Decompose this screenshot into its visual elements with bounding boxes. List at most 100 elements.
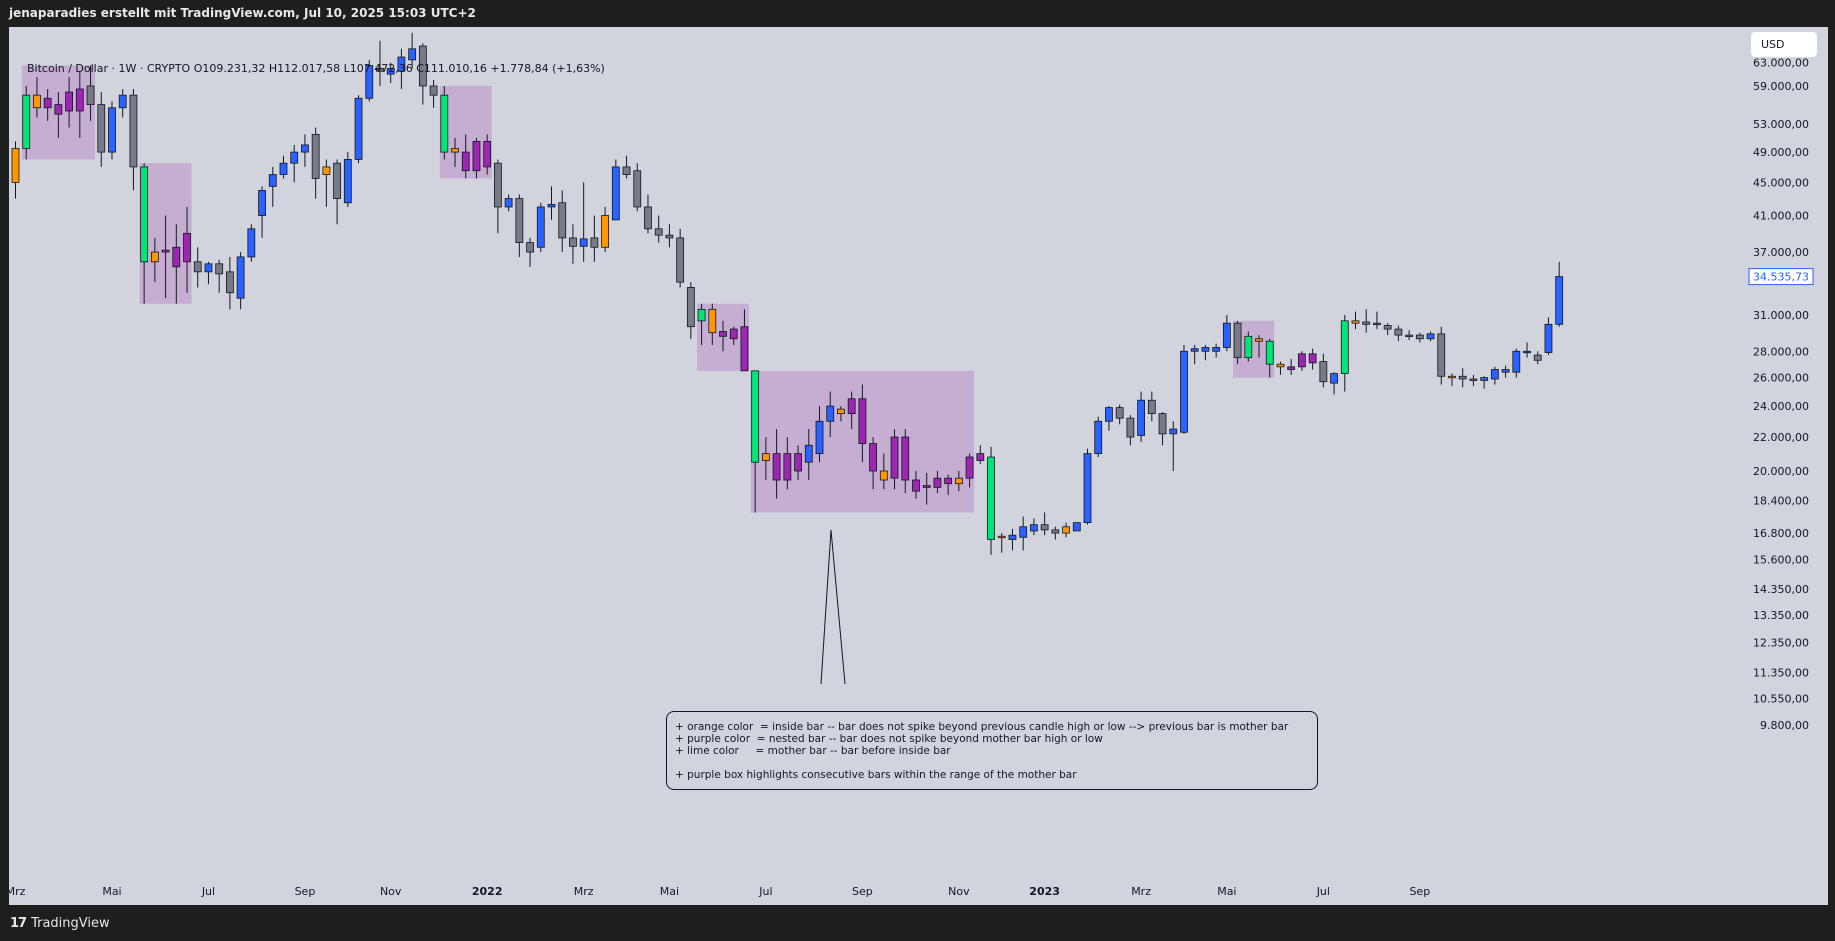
tradingview-logo[interactable]: 17 TradingView xyxy=(10,916,110,931)
candle-body xyxy=(794,453,802,472)
candle-body xyxy=(1533,354,1542,361)
candle-body xyxy=(633,170,642,208)
x-axis-tick-label: Nov xyxy=(948,885,970,898)
x-axis-tick-label: Sep xyxy=(852,885,873,898)
candle-body xyxy=(954,477,963,485)
candle-body xyxy=(1469,378,1478,381)
candle-body xyxy=(193,261,202,273)
candle-body xyxy=(1072,522,1081,532)
candle-body xyxy=(333,162,342,199)
candle-body xyxy=(1147,399,1156,415)
candle-body xyxy=(1201,347,1210,352)
candle-body xyxy=(397,56,406,72)
callout-pointer xyxy=(820,529,846,685)
currency-button[interactable]: USD xyxy=(1751,32,1817,57)
candle-body xyxy=(1555,276,1564,325)
candle-body xyxy=(1458,375,1467,380)
top-bar: jenaparadies erstellt mit TradingView.co… xyxy=(0,0,1835,27)
y-axis-tick-label: 12.350,00 xyxy=(1753,637,1809,650)
ohlc-open: O109.231,32 xyxy=(193,62,266,75)
candle-body xyxy=(965,456,974,479)
y-axis-tick-label: 15.600,00 xyxy=(1753,553,1809,566)
candle-body xyxy=(783,453,792,481)
bottom-bar: 17 TradingView xyxy=(0,905,1835,941)
candle-body xyxy=(386,67,395,75)
candle-body xyxy=(1480,377,1489,381)
candle-body xyxy=(912,479,920,492)
candle-body xyxy=(290,151,299,164)
candle-body xyxy=(1415,334,1424,340)
x-axis-tick-label: Mai xyxy=(660,885,679,898)
note-line: + lime color = mother bar -- bar before … xyxy=(675,745,951,757)
x-axis-tick-label: 2023 xyxy=(1029,885,1060,898)
y-axis-tick-label: 49.000,00 xyxy=(1753,146,1809,159)
candle-body xyxy=(665,234,674,239)
candle-body xyxy=(558,202,567,239)
candle-body xyxy=(1437,333,1446,377)
candle-body xyxy=(97,104,106,153)
candle-body xyxy=(922,485,931,488)
candle-body xyxy=(451,148,459,153)
candle-body xyxy=(847,398,856,415)
candle-body xyxy=(1169,428,1178,435)
candle-body xyxy=(644,206,652,230)
candle-body xyxy=(258,189,266,216)
candle-body xyxy=(858,398,867,445)
candle-body xyxy=(440,94,449,153)
candle-body xyxy=(140,166,149,263)
y-axis-tick-label: 22.000,00 xyxy=(1753,431,1809,444)
symbol-legend: Bitcoin / Dollar · 1W · CRYPTO O109.231,… xyxy=(27,62,605,75)
candle-body xyxy=(1094,420,1103,455)
candle-body xyxy=(697,308,706,322)
y-axis-tick-label: 31.000,00 xyxy=(1753,309,1809,322)
candle-body xyxy=(1383,325,1392,330)
candle-body xyxy=(1405,334,1413,338)
candle-body xyxy=(622,166,631,175)
candle-body xyxy=(1394,328,1403,336)
candle-body xyxy=(493,162,502,208)
candle-body xyxy=(1180,350,1188,433)
candle-body xyxy=(751,370,760,463)
annotation-callout[interactable]: + orange color = inside bar -- bar does … xyxy=(666,711,1318,790)
y-axis-tick-label: 53.000,00 xyxy=(1753,118,1809,131)
candle-body xyxy=(183,232,191,263)
candle-body xyxy=(343,159,352,204)
candle-body xyxy=(515,198,524,243)
candle-body xyxy=(1512,350,1521,373)
candle-body xyxy=(837,408,845,415)
candle-body xyxy=(1105,407,1113,422)
candle-body xyxy=(1319,361,1328,383)
x-axis-tick-label: 2022 xyxy=(472,885,503,898)
candle-body xyxy=(997,535,1006,539)
chart-panel[interactable]: 63.000,00 59.000,00 53.000,00 49.000,00 45.0… xyxy=(9,27,1828,905)
candle-body xyxy=(236,256,245,299)
candle-body xyxy=(204,263,213,273)
candle-body xyxy=(118,94,127,109)
last-price-tag xyxy=(1748,268,1814,286)
candle-body xyxy=(879,470,888,481)
candle-body xyxy=(161,249,170,253)
candle-body xyxy=(772,453,781,481)
candle-body xyxy=(1276,363,1285,368)
candle-body xyxy=(247,228,256,258)
y-axis-tick-label: 20.000,00 xyxy=(1753,465,1809,478)
y-axis-tick-label: 59.000,00 xyxy=(1753,80,1809,93)
y-axis-tick-label: 45.000,00 xyxy=(1753,176,1809,189)
candle-body xyxy=(1233,322,1242,359)
candle-body xyxy=(1287,366,1296,370)
candle-body xyxy=(1426,333,1435,340)
ohlc-close: C111.010,16 xyxy=(416,62,487,75)
candle-body xyxy=(1212,347,1221,352)
candle-body xyxy=(322,166,331,175)
candlestick-chart[interactable]: 63.000,00 59.000,00 53.000,00 49.000,00 45.0… xyxy=(9,27,1828,905)
y-axis-tick-label: 24.000,00 xyxy=(1753,400,1809,413)
candle-body xyxy=(1340,320,1349,374)
candle-body xyxy=(740,326,749,372)
candle-body xyxy=(987,456,995,540)
candle-body xyxy=(933,477,942,488)
candle-body xyxy=(590,237,599,248)
candle-body xyxy=(1523,350,1531,354)
y-axis-tick-label: 10.550,00 xyxy=(1753,693,1809,706)
candle-body xyxy=(376,67,384,72)
candle-body xyxy=(536,206,545,248)
